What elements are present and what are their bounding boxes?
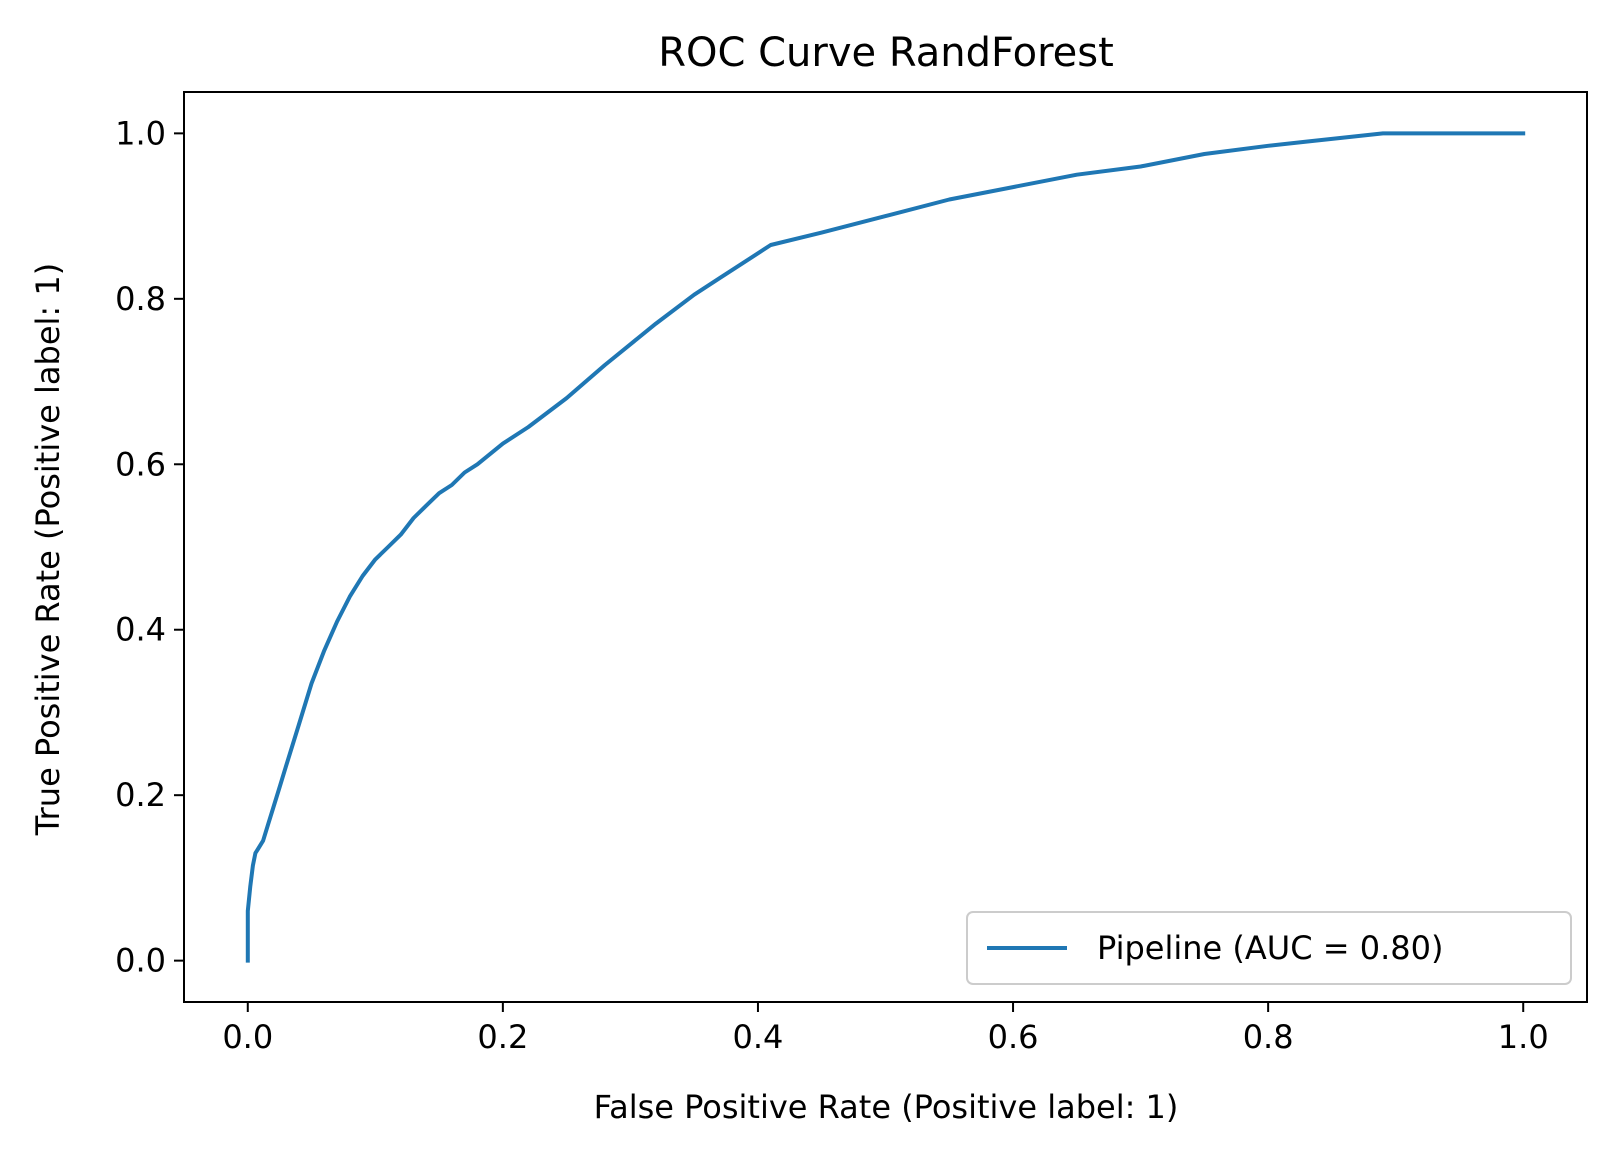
chart-title: ROC Curve RandForest: [658, 30, 1114, 76]
x-tick-label: 0.6: [988, 1018, 1039, 1056]
x-tick-label: 0.4: [733, 1018, 784, 1056]
y-tick-label: 0.8: [115, 280, 166, 318]
axes-frame: [183, 91, 1588, 1003]
y-tick-label: 1.0: [115, 114, 166, 152]
y-tick-label: 0.6: [115, 445, 166, 483]
x-axis-label: False Positive Rate (Positive label: 1): [594, 1088, 1179, 1126]
y-axis-label: True Positive Rate (Positive label: 1): [29, 263, 67, 836]
plot-area: [245, 131, 1526, 963]
x-tick-label: 1.0: [1498, 1018, 1549, 1056]
x-axis-ticks: 0.0 0.2 0.4 0.6 0.8 1.0: [222, 1002, 1549, 1056]
legend-label: Pipeline (AUC = 0.80): [1097, 929, 1443, 967]
legend: Pipeline (AUC = 0.80): [966, 911, 1572, 985]
y-tick-label: 0.0: [115, 942, 166, 980]
y-tick-label: 0.4: [115, 611, 166, 649]
x-tick-label: 0.8: [1243, 1018, 1294, 1056]
x-tick-label: 0.2: [477, 1018, 528, 1056]
roc-curve-line: [245, 131, 1526, 963]
y-axis-ticks: 0.0 0.2 0.4 0.6 0.8 1.0: [115, 114, 184, 980]
legend-box: [966, 911, 1572, 985]
y-tick-label: 0.2: [115, 776, 166, 814]
x-tick-label: 0.0: [222, 1018, 273, 1056]
